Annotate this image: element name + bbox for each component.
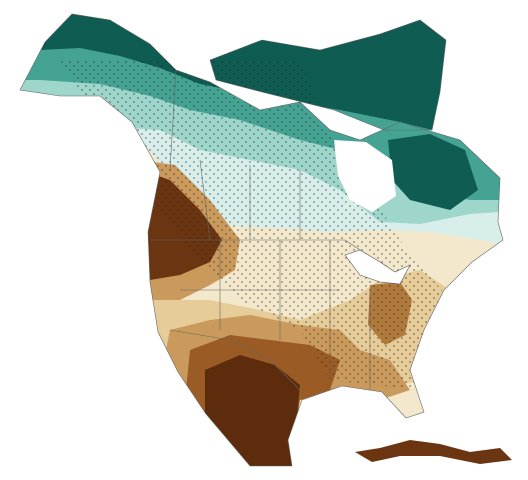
borders xyxy=(19,13,504,467)
stippling xyxy=(60,60,450,390)
hudson-bay xyxy=(334,140,396,212)
band-caribbean xyxy=(340,440,512,466)
great-lakes xyxy=(344,249,411,285)
band-dark-teal-east xyxy=(388,134,478,210)
